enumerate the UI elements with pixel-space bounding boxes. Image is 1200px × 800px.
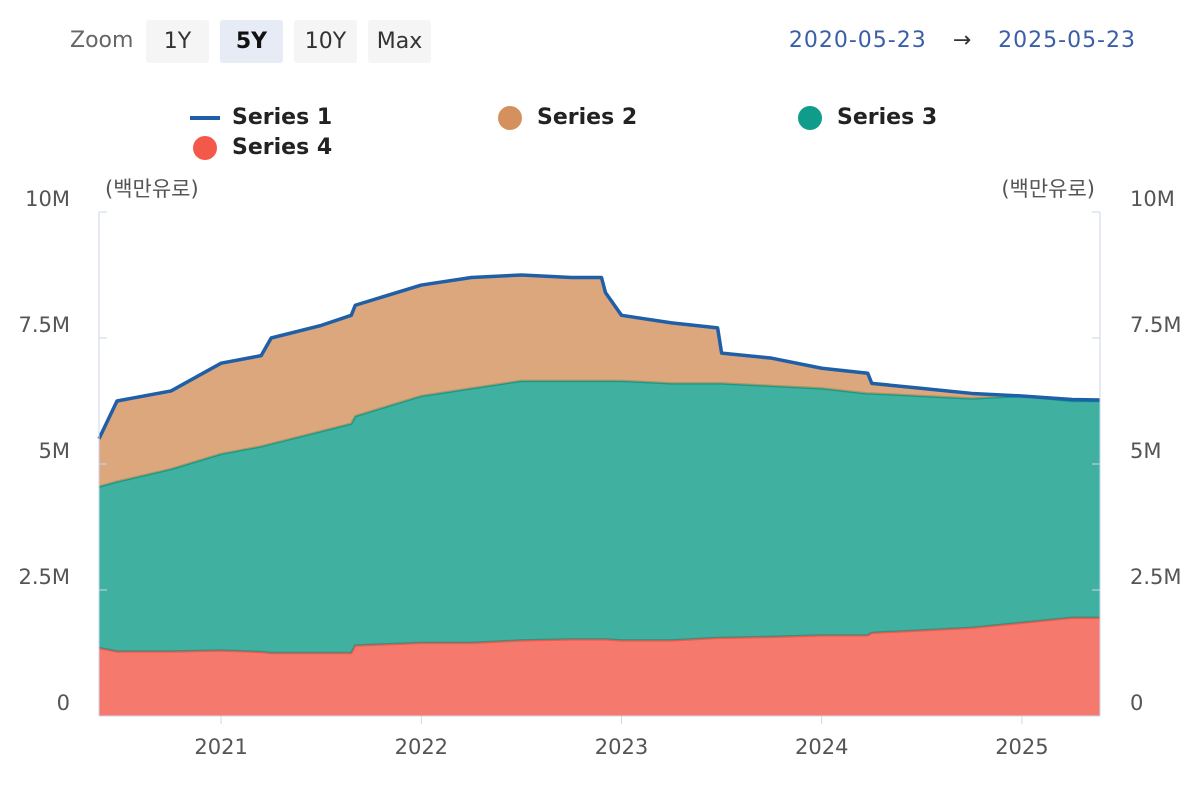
y2-tick-label: 0 [1130, 691, 1143, 715]
zoom-label: Zoom [70, 28, 134, 53]
x-tick-label: 2021 [194, 735, 247, 759]
y2-tick-label: 2.5M [1130, 565, 1182, 589]
zoom-button[interactable]: Max [368, 20, 431, 63]
date-range: 2020-05-23 → 2025-05-23 [781, 28, 1144, 53]
zoom-button[interactable]: 1Y [146, 20, 209, 63]
y2-tick-label: 10M [1130, 187, 1175, 211]
area [99, 275, 1100, 487]
y2-tick-label: 7.5M [1130, 313, 1182, 337]
y2-axis-label: (백만유로) [1001, 177, 1095, 201]
y-tick-label: 0 [57, 691, 70, 715]
legend-label: Series 3 [837, 105, 937, 130]
legend-label: Series 1 [232, 105, 332, 130]
area [99, 380, 1100, 653]
legend-marker [193, 136, 217, 160]
y-tick-label: 10M [25, 187, 70, 211]
y-tick-label: 5M [39, 439, 70, 463]
y2-tick-label: 5M [1130, 439, 1161, 463]
range-end[interactable]: 2025-05-23 [998, 28, 1136, 53]
x-tick-label: 2023 [595, 735, 648, 759]
zoom-button[interactable]: 5Y [220, 20, 283, 63]
y-tick-label: 2.5M [18, 565, 70, 589]
legend-label: Series 4 [232, 135, 332, 160]
legend-marker [798, 106, 822, 130]
x-tick-label: 2025 [995, 735, 1048, 759]
line [97, 273, 1101, 440]
y-axis-label: (백만유로) [105, 177, 199, 201]
x-tick-label: 2024 [795, 735, 848, 759]
range-start[interactable]: 2020-05-23 [788, 28, 927, 53]
range-arrow: → [952, 28, 973, 53]
legend-label: Series 2 [537, 105, 637, 130]
legend-marker [498, 106, 522, 130]
y-tick-label: 7.5M [18, 313, 70, 337]
zoom-button[interactable]: 10Y [294, 20, 357, 63]
area [99, 617, 1100, 716]
x-tick-label: 2022 [395, 735, 448, 759]
